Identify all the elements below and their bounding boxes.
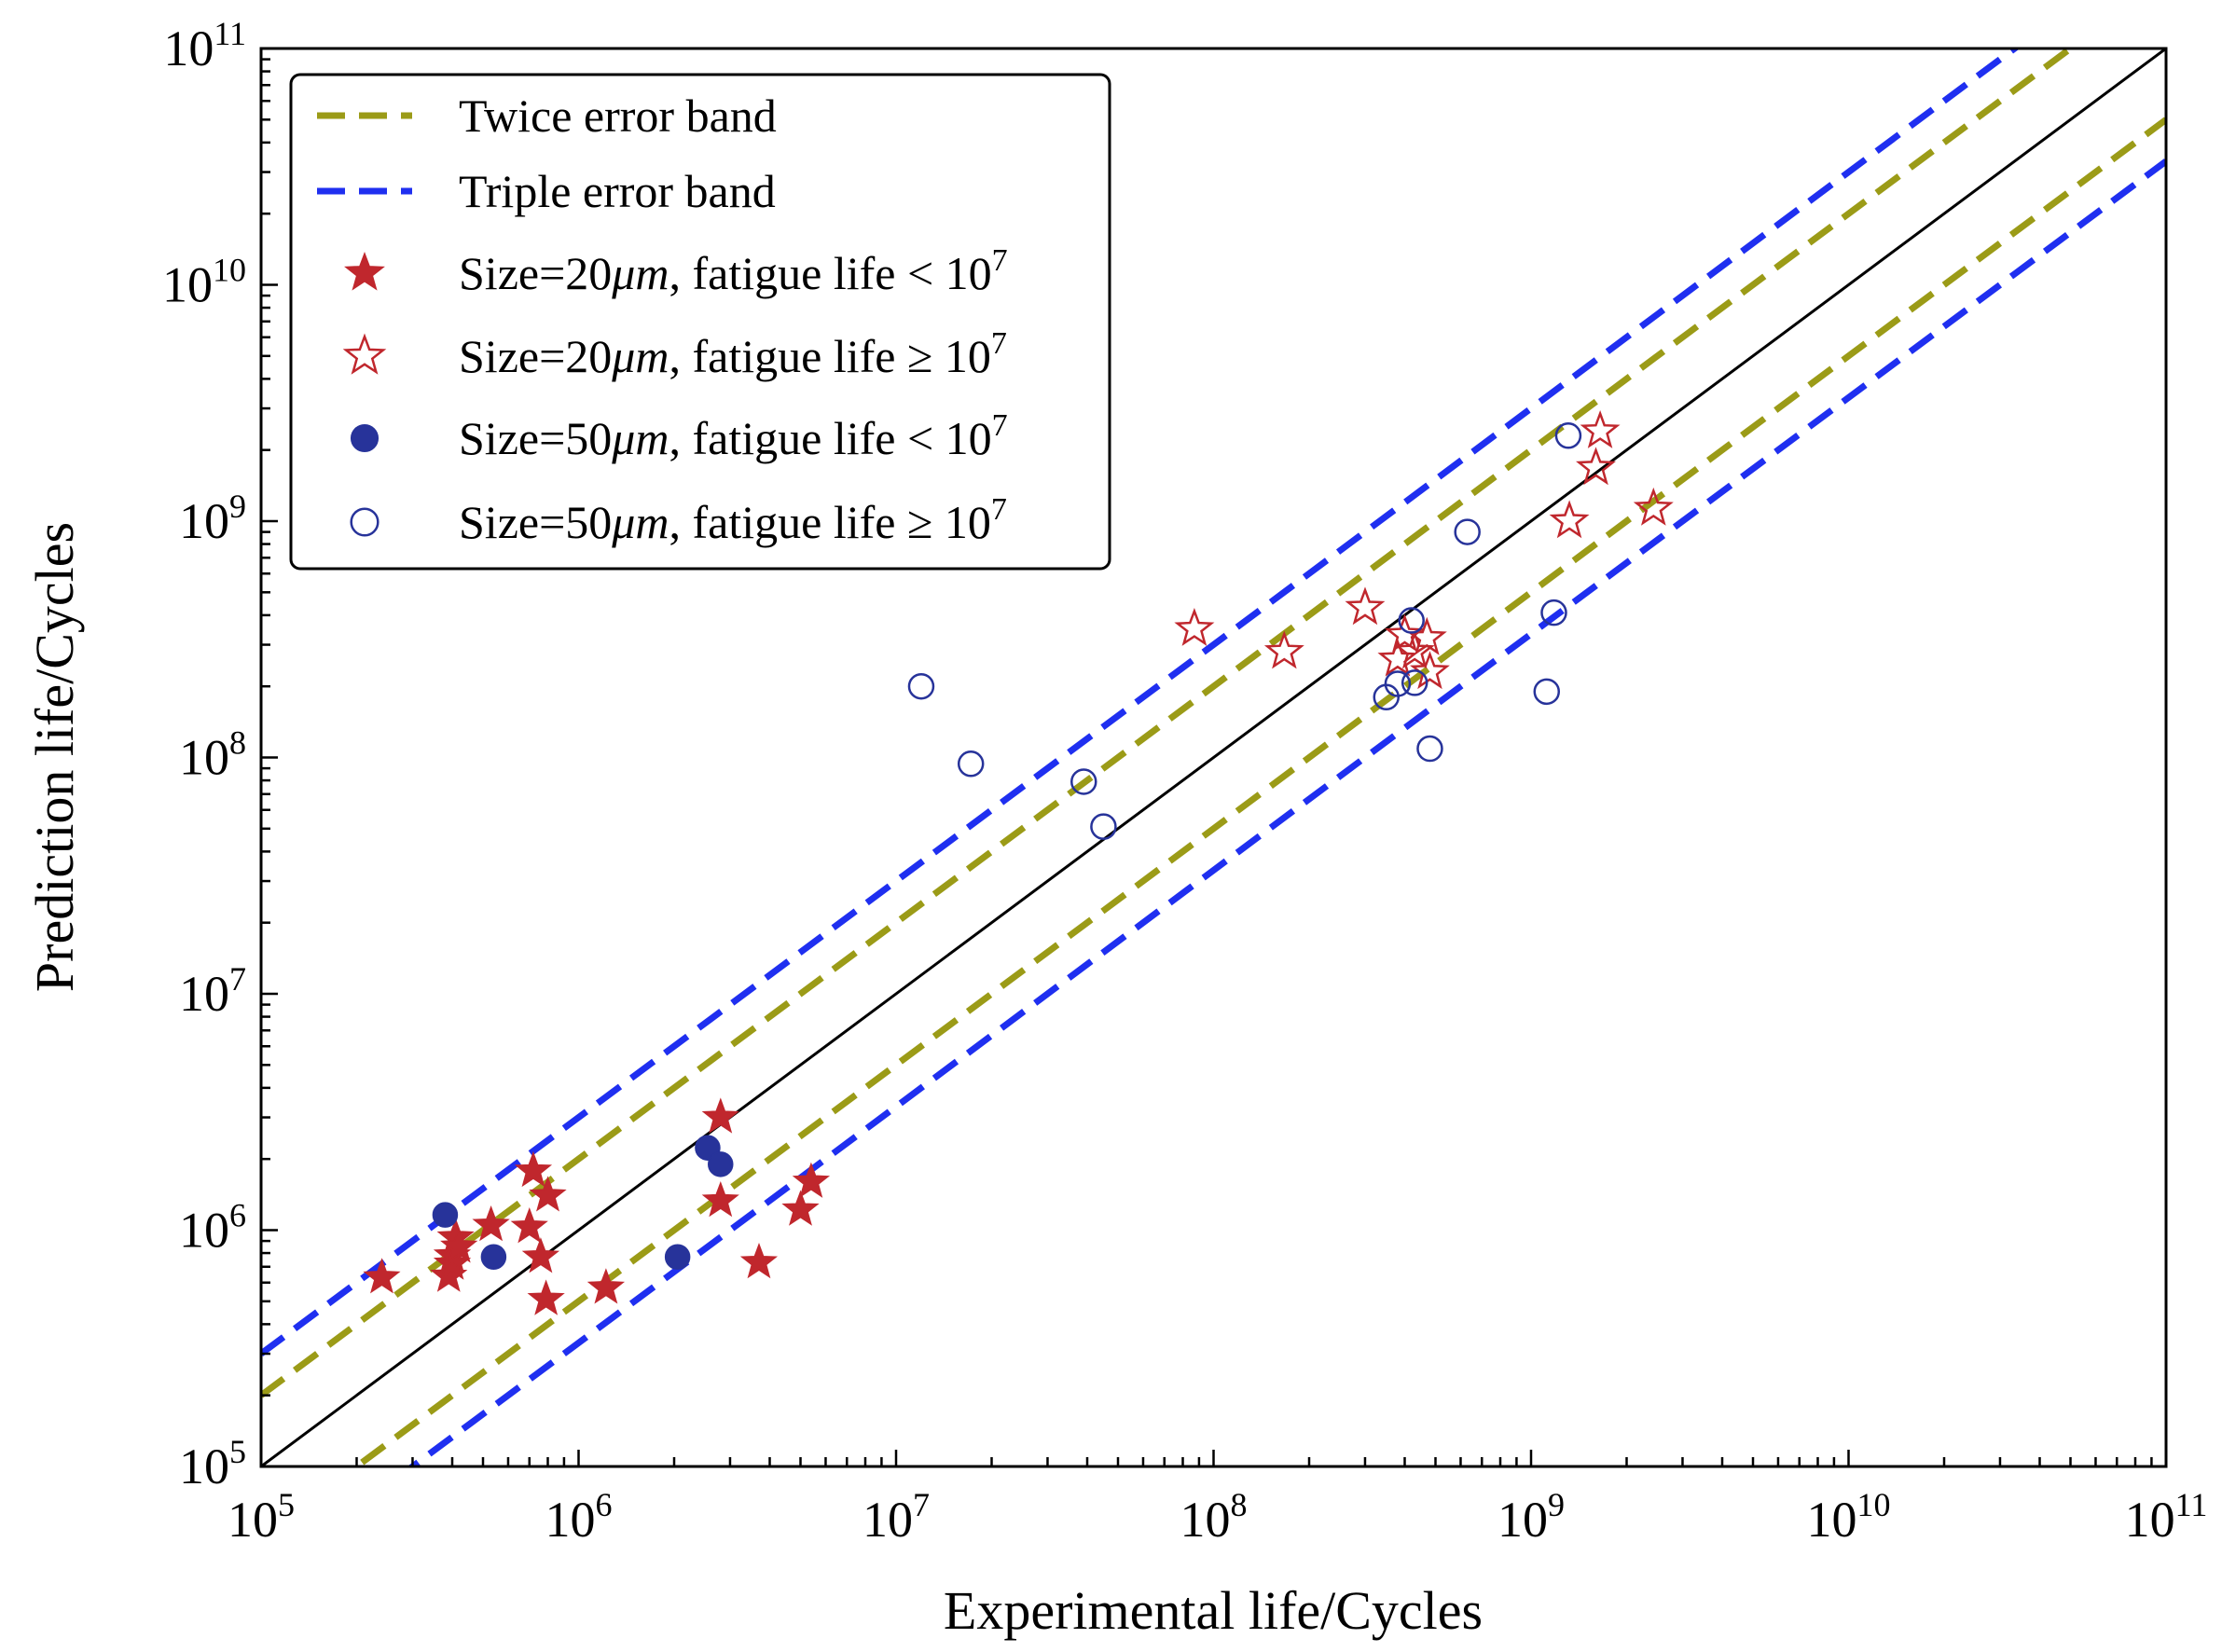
data-point-s4-9 (1416, 735, 1443, 763)
triple-error-band-lower-line (407, 158, 2166, 1466)
data-point-s1-1 (363, 1258, 401, 1294)
x-tick-label: 106 (545, 1486, 613, 1548)
data-point-s1-7 (472, 1205, 510, 1242)
data-point-s2-9 (1549, 500, 1590, 539)
legend-label: Size=20μm, fatigue life ≥ 107 (459, 326, 1007, 382)
legend-box (289, 73, 1111, 571)
y-tick-label: 107 (179, 960, 246, 1022)
data-point-s1-11 (527, 1279, 565, 1315)
data-point-s1-18 (792, 1162, 831, 1198)
legend-label: Twice error band (459, 89, 777, 142)
twice-error-band-lower-line (351, 117, 2166, 1466)
legend-entry-3: Size=20μm, fatigue life < 107 (344, 243, 1008, 299)
data-point-s2-11 (1580, 409, 1621, 448)
x-axis-title: Experimental life/Cycles (944, 1580, 1483, 1641)
y-tick-label: 105 (179, 1433, 246, 1494)
legend-entry-1: Twice error band (317, 89, 777, 142)
legend-label: Size=50μm, fatigue life ≥ 107 (459, 492, 1007, 548)
y-tick-label: 108 (179, 724, 246, 786)
data-point-s4-3 (1070, 768, 1097, 795)
x-tick-label: 1010 (1807, 1486, 1891, 1548)
data-point-s4-10 (1454, 518, 1481, 545)
data-point-s3-1 (432, 1202, 459, 1228)
y-tick-label: 109 (179, 488, 246, 549)
legend-swatch-marker (350, 423, 380, 453)
y-tick-label: 1011 (163, 15, 246, 76)
data-point-s2-5 (1384, 613, 1426, 653)
perfect-agreement-line (261, 48, 2166, 1466)
series-4 (907, 422, 1582, 840)
data-point-s1-6 (440, 1227, 478, 1263)
x-tick-label: 109 (1497, 1486, 1565, 1548)
data-point-s4-4 (1090, 813, 1117, 840)
data-point-s4-6 (1384, 670, 1412, 697)
data-point-s4-8 (1401, 669, 1428, 696)
data-point-s1-15 (701, 1180, 739, 1218)
legend-label: Size=20μm, fatigue life < 107 (459, 243, 1008, 299)
data-point-s4-7 (1398, 607, 1425, 634)
data-point-s4-2 (957, 750, 985, 778)
x-tick-label: 1011 (2125, 1486, 2208, 1548)
data-point-s2-4 (1377, 638, 1418, 677)
series-1 (363, 1097, 831, 1315)
y-tick-label: 106 (179, 1197, 246, 1259)
data-point-s3-3 (664, 1244, 691, 1271)
data-point-s2-10 (1576, 447, 1616, 486)
data-point-s2-1 (1174, 608, 1215, 646)
data-point-s1-13 (587, 1268, 626, 1304)
data-point-s2-8 (1410, 651, 1450, 690)
data-point-s1-8 (510, 1207, 548, 1244)
legend: Twice error band Triple error band Size=20… (289, 73, 1111, 571)
data-point-s3-5 (708, 1151, 734, 1177)
legend-label: Triple error band (459, 165, 776, 217)
x-tick-label: 105 (228, 1486, 295, 1548)
data-point-s4-11 (1533, 678, 1561, 706)
x-tick-label: 108 (1180, 1486, 1248, 1548)
data-point-s4-1 (907, 672, 935, 700)
legend-entry-5: Size=50μm, fatigue life < 107 (350, 408, 1008, 464)
data-point-s4-13 (1554, 422, 1582, 449)
y-tick-label: 1010 (162, 252, 246, 313)
legend-swatch-marker (350, 507, 380, 537)
y-axis-title: Prediction life/Cycles (24, 522, 85, 992)
legend-entry-4: Size=20μm, fatigue life ≥ 107 (342, 326, 1007, 382)
legend-swatch-marker (342, 333, 387, 375)
data-point-s1-16 (739, 1242, 779, 1279)
data-point-s1-17 (781, 1190, 820, 1226)
legend-label: Size=50μm, fatigue life < 107 (459, 408, 1008, 464)
series-3 (432, 1135, 734, 1271)
data-point-s4-12 (1540, 599, 1567, 626)
data-point-s1-14 (701, 1097, 739, 1134)
legend-swatch-marker (344, 251, 385, 291)
triple-error-band-upper-line (261, 48, 2021, 1356)
twice-error-band-upper-line (261, 48, 2077, 1398)
data-point-s1-12 (529, 1176, 567, 1212)
x-tick-label: 107 (863, 1486, 930, 1548)
data-point-s2-3 (1345, 586, 1386, 626)
data-point-s2-2 (1263, 630, 1304, 669)
legend-entry-6: Size=50μm, fatigue life ≥ 107 (350, 492, 1007, 548)
data-point-s2-12 (1633, 487, 1674, 526)
data-point-s3-2 (480, 1244, 507, 1271)
legend-entry-2: Triple error band (317, 165, 776, 217)
data-point-s1-9 (514, 1150, 553, 1188)
data-point-s1-10 (521, 1237, 560, 1273)
